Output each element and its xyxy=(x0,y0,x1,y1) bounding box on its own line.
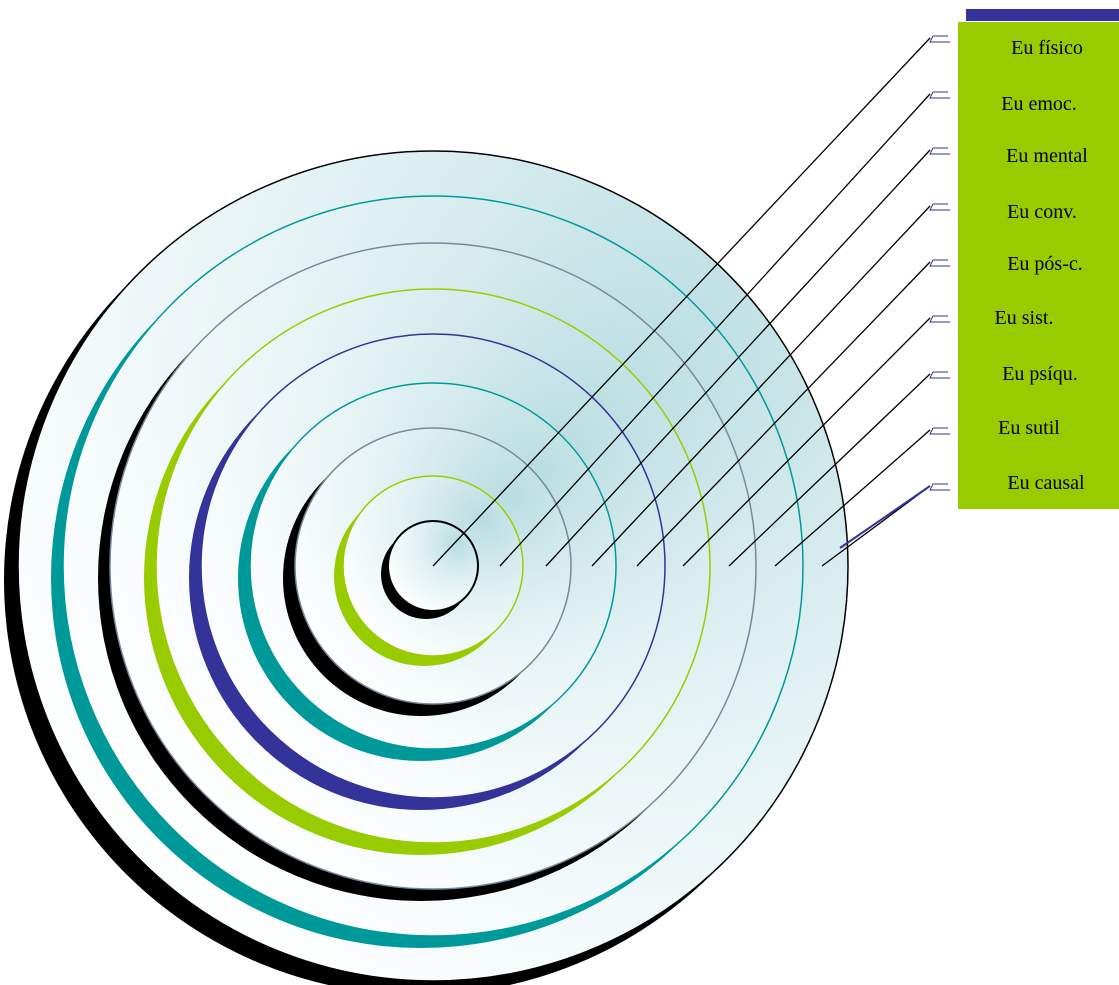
connector-tick-7 xyxy=(929,371,950,379)
connector-line-4 xyxy=(591,205,931,567)
level-label-6: Eu sist. xyxy=(995,307,1054,329)
connector-tick-4 xyxy=(929,203,950,211)
connector-tick-5 xyxy=(929,259,950,267)
level-label-4: Eu conv. xyxy=(1007,201,1077,223)
label-panel xyxy=(958,22,1119,509)
level-label-7: Eu psíqu. xyxy=(1002,363,1078,385)
connector-line-6 xyxy=(682,317,931,567)
connector-line-8 xyxy=(774,429,931,567)
connector-tick-1 xyxy=(929,35,950,43)
connector-line-3 xyxy=(545,149,931,567)
level-label-1: Eu físico xyxy=(1011,37,1083,59)
connector-tick-6 xyxy=(929,315,950,323)
connector-line-7 xyxy=(728,373,931,567)
panel-top-bar xyxy=(966,9,1119,21)
connector-tick-9 xyxy=(929,483,950,491)
connector-line-layer xyxy=(432,35,950,567)
connector-line-5 xyxy=(636,261,931,567)
level-label-8: Eu sutil xyxy=(998,417,1060,439)
label-layer: Eu físico Eu emoc. Eu mental Eu conv. Eu pós… xyxy=(995,37,1089,494)
connector-line-2 xyxy=(499,93,931,567)
connector-accent xyxy=(839,485,931,549)
connector-tick-3 xyxy=(929,147,950,155)
connector-tick-8 xyxy=(929,427,950,435)
level-label-3: Eu mental xyxy=(1006,145,1088,167)
level-label-9: Eu causal xyxy=(1007,472,1085,494)
connector-tick-2 xyxy=(929,91,950,99)
level-label-2: Eu emoc. xyxy=(1001,93,1077,115)
level-label-5: Eu pós-c. xyxy=(1007,253,1083,275)
connector-line-1 xyxy=(432,37,931,567)
